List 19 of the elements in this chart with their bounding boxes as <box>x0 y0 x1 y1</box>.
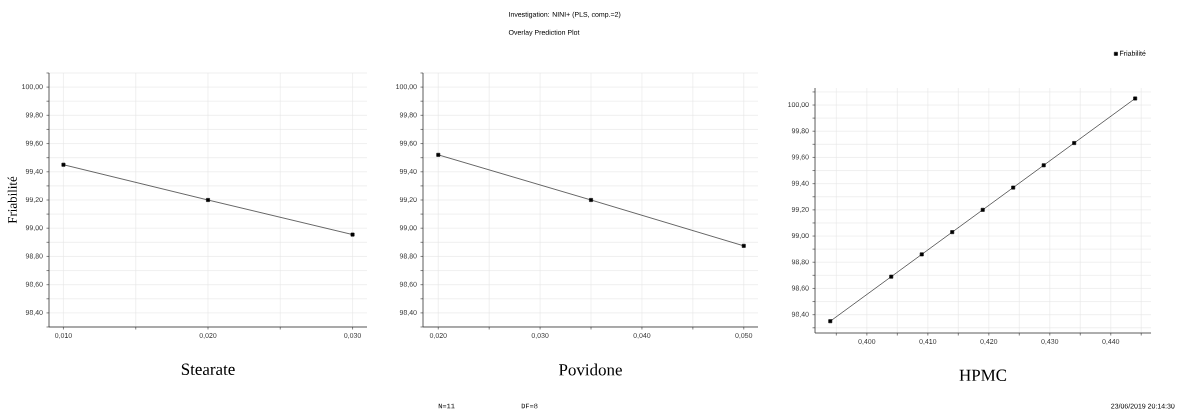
x-axis-title: Povidone <box>559 363 622 376</box>
point <box>980 207 985 212</box>
y-axis-title: Friabilité <box>7 176 17 224</box>
point <box>741 243 746 248</box>
point <box>1041 163 1046 168</box>
point <box>206 198 210 202</box>
point <box>919 252 924 257</box>
point <box>950 230 955 235</box>
point <box>350 232 355 237</box>
point <box>61 162 66 167</box>
point <box>436 152 441 157</box>
x-axis-title: Stearate <box>181 363 235 376</box>
point <box>889 274 894 279</box>
point <box>1133 96 1138 101</box>
point <box>828 319 833 324</box>
point <box>1072 141 1077 145</box>
point <box>589 198 593 202</box>
x-axis-title: HPMC <box>959 369 1007 382</box>
point <box>1011 185 1016 190</box>
